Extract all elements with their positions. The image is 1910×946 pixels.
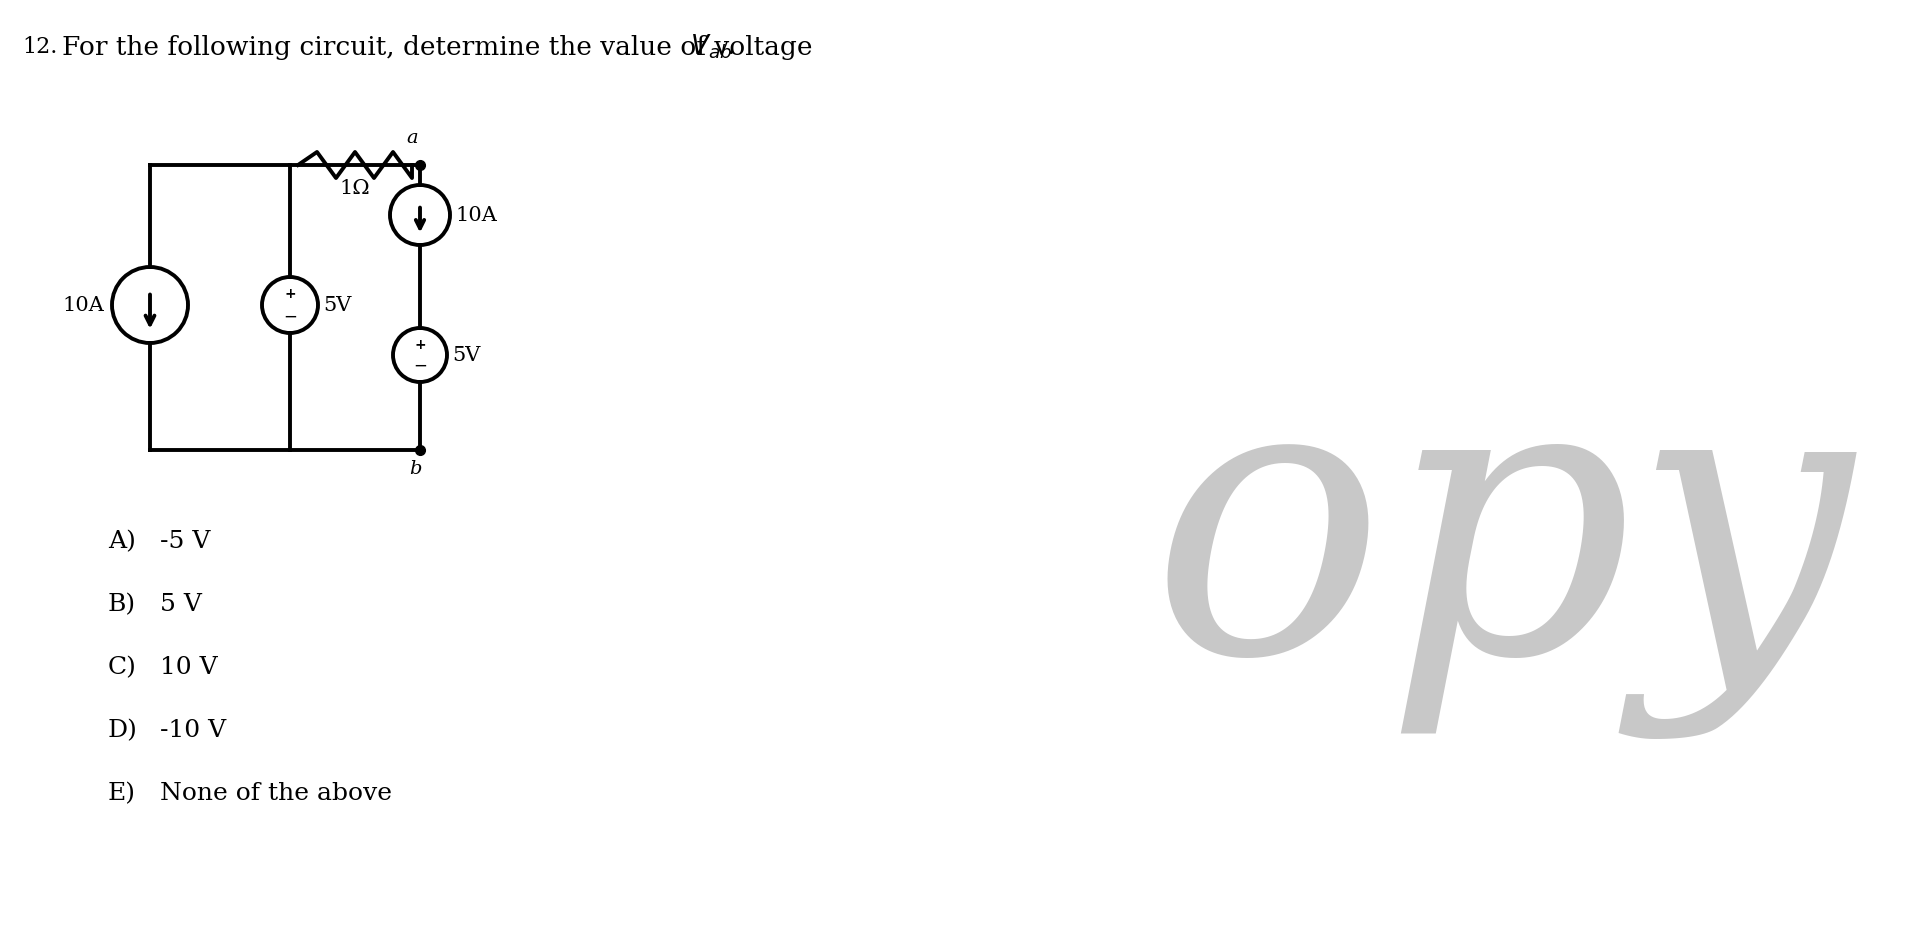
Text: opy: opy bbox=[1150, 361, 1853, 739]
Text: 5V: 5V bbox=[323, 295, 351, 314]
Text: .: . bbox=[726, 34, 733, 60]
Text: -5 V: -5 V bbox=[160, 530, 210, 553]
Text: 10A: 10A bbox=[63, 295, 103, 314]
Text: A): A) bbox=[109, 530, 136, 553]
Text: 5V: 5V bbox=[453, 345, 481, 364]
Text: C): C) bbox=[109, 656, 138, 679]
Text: −: − bbox=[283, 308, 296, 326]
Text: -10 V: -10 V bbox=[160, 719, 225, 742]
Text: 10 V: 10 V bbox=[160, 656, 218, 679]
Text: E): E) bbox=[109, 782, 136, 805]
Text: B): B) bbox=[109, 593, 136, 616]
Text: For the following circuit, determine the value of voltage: For the following circuit, determine the… bbox=[61, 34, 821, 60]
Text: D): D) bbox=[109, 719, 138, 742]
Text: +: + bbox=[285, 287, 296, 301]
Text: 10A: 10A bbox=[455, 205, 497, 224]
Text: 5 V: 5 V bbox=[160, 593, 202, 616]
Text: +: + bbox=[414, 338, 426, 352]
Text: a: a bbox=[407, 129, 418, 147]
Text: 1Ω: 1Ω bbox=[340, 179, 371, 198]
Text: b: b bbox=[409, 460, 422, 478]
Text: $V_{ab}$: $V_{ab}$ bbox=[690, 33, 732, 61]
Text: None of the above: None of the above bbox=[160, 782, 392, 805]
Text: 12.: 12. bbox=[23, 36, 57, 58]
Text: −: − bbox=[413, 357, 428, 375]
